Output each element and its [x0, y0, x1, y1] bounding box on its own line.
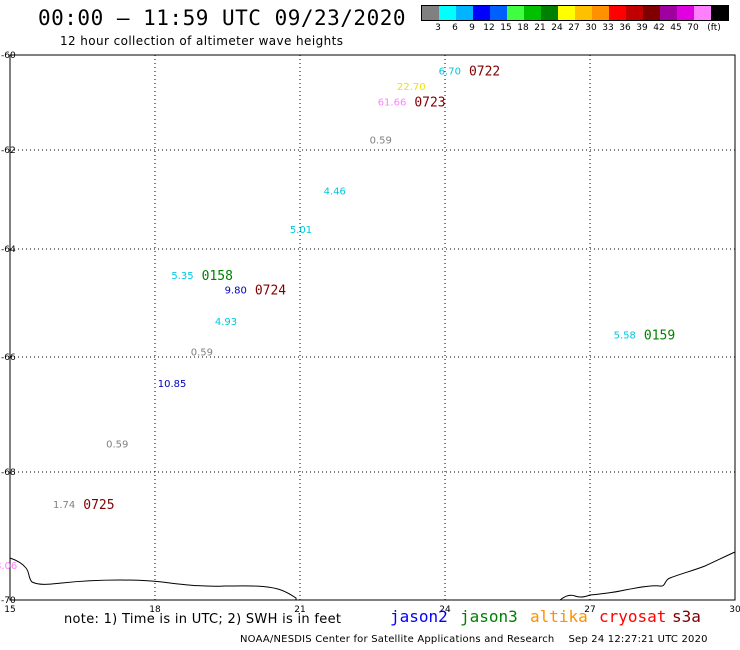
legend-tick: 12 [483, 23, 495, 33]
legend-swatch [558, 6, 575, 20]
wave-height-label: 4.93 [215, 317, 237, 328]
longitude-tick-label: 18 [149, 605, 161, 615]
satellite-jason3: jason3 [460, 607, 518, 626]
legend-swatch [694, 6, 711, 20]
map-subtitle: 12 hour collection of altimeter wave hei… [60, 34, 344, 48]
legend-swatch [541, 6, 558, 20]
legend-swatch [524, 6, 541, 20]
map-title: 00:00 – 11:59 UTC 09/23/2020 [38, 6, 407, 30]
legend-swatch [677, 6, 694, 20]
legend-swatch [609, 6, 626, 20]
wave-height-label: 9.80 [225, 286, 247, 297]
longitude-tick-label: 30 [729, 605, 740, 615]
legend-tick: (ft) [707, 23, 721, 33]
latitude-tick-label: -70 [1, 596, 16, 606]
pass-time-label: 0158 [202, 269, 233, 284]
longitude-tick-label: 24 [439, 605, 451, 615]
wave-height-label: 0.59 [106, 439, 128, 450]
coastline-west [9, 557, 297, 601]
legend-swatch [711, 6, 728, 20]
latitude-ticks: -60 -62 -64 -66 -68 -70 [1, 51, 16, 606]
legend-tick: 24 [551, 23, 563, 33]
wave-height-label: 4.46 [324, 187, 346, 198]
footer-timestamp: Sep 24 12:27:21 UTC 2020 [568, 634, 708, 645]
legend-swatch [456, 6, 473, 20]
wave-height-label: 10.85 [158, 379, 187, 390]
legend-swatch [490, 6, 507, 20]
observation-labels: 6.70 0722 22.70 61.66 0723 0.59 4.46 5.01 5.35 01… [0, 65, 675, 572]
legend-swatch [507, 6, 524, 20]
wave-height-label: 6.70 [439, 67, 461, 78]
plot-frame [9, 54, 736, 601]
longitude-tick-label: 27 [584, 605, 595, 615]
legend-tick: 21 [534, 23, 546, 33]
legend-tick: 33 [602, 23, 614, 33]
latitude-tick-label: -60 [1, 51, 16, 61]
satellite-cryosat: cryosat [599, 607, 667, 626]
footer-credit: NOAA/NESDIS Center for Satellite Applica… [240, 634, 555, 645]
legend-tick: 70 [687, 23, 699, 33]
units-note: note: 1) Time is in UTC; 2) SWH is in fe… [64, 612, 342, 627]
legend-tick: 45 [670, 23, 682, 33]
wave-height-legend: 3 6 9 12 15 18 21 24 27 30 33 36 39 42 45 70 (ft) [421, 5, 729, 35]
legend-tick: 42 [653, 23, 665, 33]
legend-tick: 39 [636, 23, 648, 33]
footer: NOAA/NESDIS Center for Satellite Applica… [240, 634, 708, 645]
latitude-tick-label: -62 [1, 146, 16, 156]
legend-tick: 36 [619, 23, 631, 33]
wave-height-label: 5.01 [290, 225, 312, 236]
wave-height-label: 0.59 [191, 348, 213, 359]
satellite-altika: altika [530, 607, 588, 626]
wave-height-label: 5.58 [614, 330, 636, 341]
coastline-east [559, 551, 736, 601]
pass-time-label: 0725 [83, 498, 114, 513]
legend-swatch [626, 6, 643, 20]
legend-swatch [439, 6, 456, 20]
legend-swatch [592, 6, 609, 20]
legend-swatch [643, 6, 660, 20]
legend-color-bar [421, 5, 729, 21]
pass-time-label: 0722 [469, 65, 500, 80]
legend-tick: 30 [585, 23, 597, 33]
longitude-tick-label: 15 [4, 605, 15, 615]
legend-tick: 3 [435, 23, 441, 33]
wave-height-label: 1.74 [53, 500, 75, 511]
coastline [9, 551, 736, 601]
legend-tick-labels: 3 6 9 12 15 18 21 24 27 30 33 36 39 42 45 70 (ft) [421, 23, 729, 35]
legend-swatch [422, 6, 439, 20]
longitude-ticks: 15 18 21 24 27 30 [4, 605, 740, 615]
pass-time-label: 0723 [414, 96, 445, 111]
pass-time-label: 0159 [644, 328, 675, 343]
latitude-tick-label: -66 [1, 353, 16, 363]
pass-time-label: 0724 [255, 284, 286, 299]
latitude-tick-label: -64 [1, 245, 16, 255]
legend-swatch [660, 6, 677, 20]
satellite-s3a: s3a [672, 607, 701, 626]
legend-swatch [575, 6, 592, 20]
legend-tick: 18 [517, 23, 529, 33]
legend-tick: 6 [452, 23, 458, 33]
map-grid [10, 55, 735, 600]
wave-height-label: 61.66 [378, 98, 407, 109]
legend-tick: 27 [568, 23, 580, 33]
legend-tick: 15 [500, 23, 512, 33]
longitude-tick-label: 21 [294, 605, 305, 615]
latitude-tick-label: -68 [1, 468, 16, 478]
wave-height-label: 5.35 [171, 271, 193, 282]
wave-height-label: 48.06 [0, 561, 17, 572]
legend-tick: 9 [469, 23, 475, 33]
legend-swatch [473, 6, 490, 20]
satellite-jason2: jason2 [390, 607, 448, 626]
wave-height-label: 22.70 [397, 82, 426, 93]
wave-height-label: 0.59 [370, 136, 392, 147]
